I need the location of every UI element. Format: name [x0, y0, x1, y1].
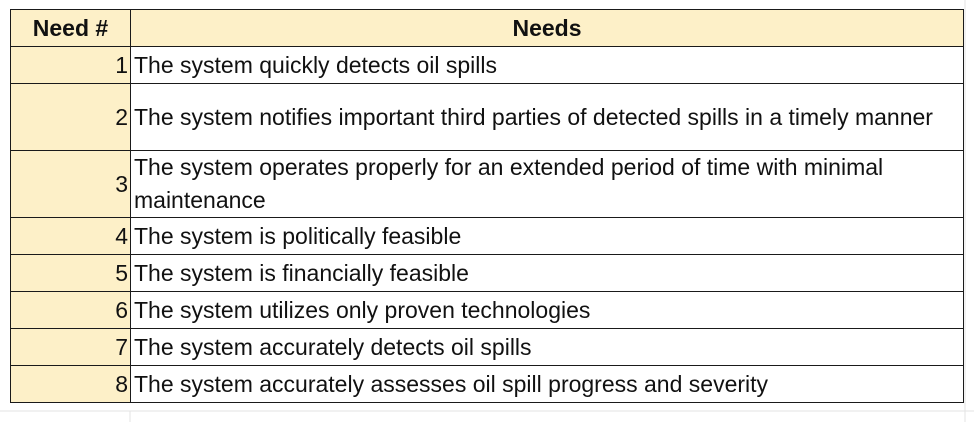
need-number-cell[interactable]: 2: [10, 83, 131, 151]
need-number-cell[interactable]: 5: [10, 254, 131, 292]
needs-table-body: 1 The system quickly detects oil spills 2 T…: [10, 46, 964, 403]
table-row: 5 The system is financially feasible: [10, 254, 964, 292]
table-row: 2 The system notifies important third par…: [10, 83, 964, 151]
table-row: 6 The system utilizes only proven technol…: [10, 291, 964, 329]
need-text-cell[interactable]: The system is politically feasible: [130, 217, 964, 255]
header-row: Need # Needs: [10, 9, 964, 47]
table-row: 7 The system accurately detects oil spill…: [10, 328, 964, 366]
need-number-cell[interactable]: 3: [10, 150, 131, 218]
table-row: 1 The system quickly detects oil spills: [10, 46, 964, 84]
table-row: 8 The system accurately assesses oil spil…: [10, 365, 964, 403]
header-needs[interactable]: Needs: [130, 9, 964, 47]
needs-table: Need # Needs 1 The system quickly detects…: [10, 9, 964, 403]
need-number-cell[interactable]: 4: [10, 217, 131, 255]
need-text-cell[interactable]: The system quickly detects oil spills: [130, 46, 964, 84]
need-text-cell[interactable]: The system accurately detects oil spills: [130, 328, 964, 366]
need-number-cell[interactable]: 8: [10, 365, 131, 403]
need-text-cell[interactable]: The system is financially feasible: [130, 254, 964, 292]
need-number-cell[interactable]: 7: [10, 328, 131, 366]
need-text-cell[interactable]: The system notifies important third part…: [130, 83, 964, 151]
table-row: 3 The system operates properly for an ext…: [10, 150, 964, 218]
need-number-cell[interactable]: 1: [10, 46, 131, 84]
need-number-cell[interactable]: 6: [10, 291, 131, 329]
need-text-cell[interactable]: The system utilizes only proven technolo…: [130, 291, 964, 329]
need-text-cell[interactable]: The system operates properly for an exte…: [130, 150, 964, 218]
need-text-cell[interactable]: The system accurately assesses oil spill…: [130, 365, 964, 403]
header-need-number[interactable]: Need #: [10, 9, 131, 47]
table-row: 4 The system is politically feasible: [10, 217, 964, 255]
